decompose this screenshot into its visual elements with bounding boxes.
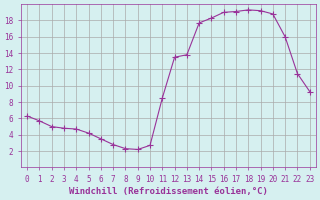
X-axis label: Windchill (Refroidissement éolien,°C): Windchill (Refroidissement éolien,°C) bbox=[69, 187, 268, 196]
